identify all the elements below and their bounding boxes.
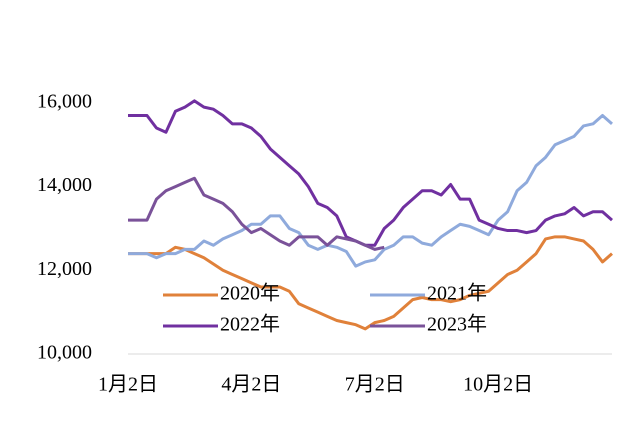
series-line	[128, 235, 613, 331]
x-tick-label: 10月2日	[463, 374, 533, 396]
series-line	[128, 99, 613, 247]
series-line	[128, 176, 385, 251]
y-tick-label: 12,000	[37, 258, 92, 280]
legend-label: 2023年	[427, 313, 487, 336]
y-tick-label: 16,000	[37, 91, 92, 113]
x-tick-label: 7月2日	[345, 374, 405, 396]
legend-label: 2021年	[427, 282, 487, 305]
x-tick-label: 4月2日	[221, 374, 281, 396]
y-tick-label: 14,000	[37, 174, 92, 196]
series-line	[128, 113, 613, 268]
y-tick-label: 10,000	[37, 342, 92, 364]
legend-label: 2022年	[220, 313, 280, 336]
x-tick-label: 1月2日	[98, 374, 158, 396]
legend-label: 2020年	[220, 282, 280, 305]
